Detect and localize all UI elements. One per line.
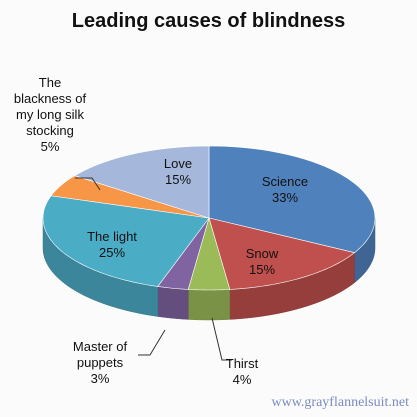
value-label: 3% <box>90 371 110 386</box>
pie-tops <box>42 145 376 291</box>
leader-line <box>211 317 232 361</box>
slice-label: Love 15% <box>130 156 226 188</box>
slice-label: Snow 15% <box>214 246 310 278</box>
category-label: Love <box>163 156 193 171</box>
slice <box>73 145 210 219</box>
slice-side <box>187 289 231 321</box>
slice-side <box>157 286 189 320</box>
category-label: Master of puppets <box>72 339 128 370</box>
slice-label: The blackness of my long silk stocking 5% <box>10 75 90 155</box>
value-label: 25% <box>98 245 126 260</box>
value-label: 33% <box>271 190 299 205</box>
slice <box>50 175 210 219</box>
slice-label: Thirst 4% <box>194 356 290 388</box>
chart-title: Leading causes of blindness <box>71 10 346 32</box>
category-label: Thirst <box>225 356 259 371</box>
pie-sides <box>42 217 376 321</box>
category-label: The light <box>87 229 137 244</box>
slice <box>42 195 210 287</box>
slice <box>208 145 376 254</box>
source-watermark: www.grayflannelsuit.net <box>271 395 410 410</box>
category-label: Science <box>261 174 309 189</box>
category-label: Snow <box>245 246 279 261</box>
slice-label: The light 25% <box>64 229 160 261</box>
slice-label: Master of puppets 3% <box>52 339 148 387</box>
slice-label: Science 33% <box>237 174 333 206</box>
leader-line <box>138 329 166 356</box>
slice <box>157 217 210 290</box>
slice <box>208 217 356 290</box>
value-label: 15% <box>164 172 192 187</box>
value-label: 5% <box>40 139 60 154</box>
category-label: The blackness of my long silk stocking <box>13 75 87 138</box>
slice <box>187 216 231 291</box>
leader-line <box>75 177 101 191</box>
leader-lines <box>75 177 232 361</box>
value-label: 4% <box>232 372 252 387</box>
value-label: 15% <box>248 262 276 277</box>
